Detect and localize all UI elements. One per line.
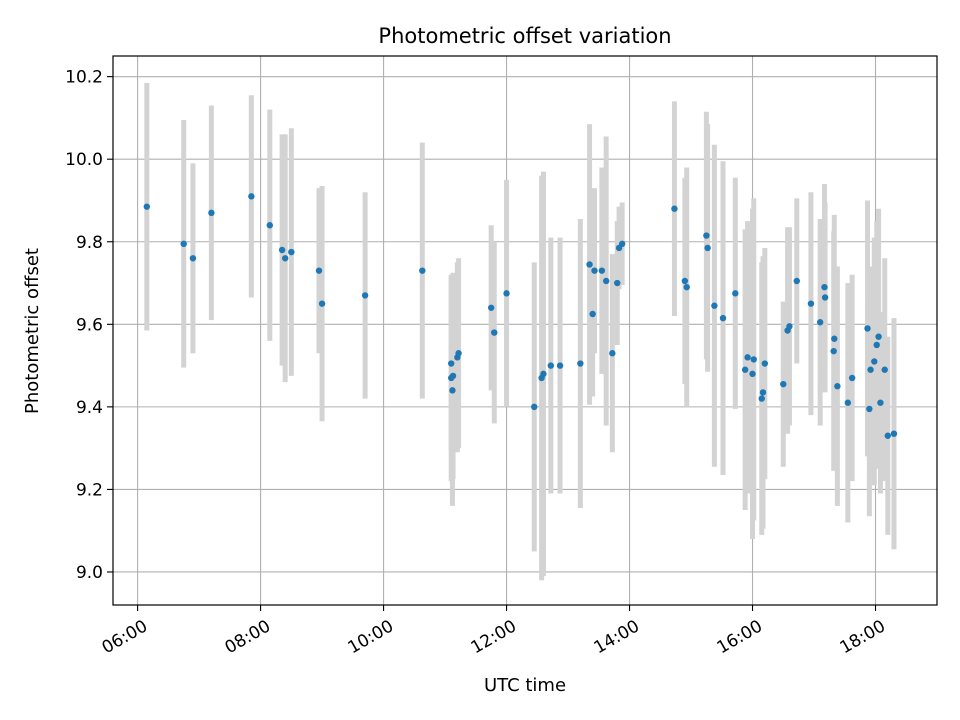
- data-point: [683, 283, 690, 291]
- chart-title: Photometric offset variation: [378, 24, 671, 48]
- data-point: [821, 283, 828, 291]
- data-point: [278, 246, 286, 254]
- data-point: [704, 244, 711, 252]
- data-point: [361, 292, 369, 299]
- data-point: [741, 366, 749, 373]
- data-point: [744, 354, 751, 361]
- data-point: [681, 277, 689, 285]
- data-point: [884, 432, 892, 439]
- data-point: [248, 193, 255, 200]
- y-tick-label: 10.2: [65, 68, 103, 88]
- data-point: [873, 341, 880, 349]
- data-point: [586, 261, 593, 268]
- data-points: [143, 193, 898, 439]
- data-point: [866, 405, 873, 413]
- data-point: [871, 358, 878, 365]
- data-point: [577, 360, 584, 367]
- data-point: [749, 370, 756, 378]
- data-point: [821, 294, 829, 301]
- data-point: [711, 302, 718, 309]
- data-point: [848, 374, 856, 382]
- data-point: [793, 277, 800, 285]
- data-point: [786, 323, 793, 330]
- data-point: [609, 350, 616, 357]
- y-tick-label: 9.8: [76, 233, 103, 253]
- data-point: [589, 310, 596, 318]
- y-tick-label: 9.0: [76, 563, 103, 583]
- data-point: [315, 267, 323, 274]
- data-point: [143, 203, 151, 210]
- data-point: [180, 240, 187, 248]
- data-point: [807, 300, 815, 307]
- data-point: [281, 255, 289, 262]
- data-point: [491, 329, 498, 336]
- data-point: [877, 399, 884, 406]
- data-point: [703, 232, 710, 239]
- data-point: [816, 319, 824, 326]
- data-point: [732, 290, 739, 297]
- data-point: [591, 267, 598, 274]
- data-point: [758, 395, 765, 402]
- data-point: [614, 279, 621, 287]
- data-point: [540, 370, 547, 378]
- data-point: [618, 240, 626, 248]
- data-point: [671, 205, 678, 212]
- data-point: [455, 350, 462, 357]
- data-point: [266, 222, 274, 229]
- data-point: [831, 335, 838, 342]
- data-point: [531, 403, 538, 411]
- y-tick-label: 10.0: [65, 150, 103, 170]
- data-point: [864, 325, 871, 332]
- data-point: [503, 290, 510, 297]
- data-point: [761, 360, 769, 367]
- data-point: [487, 304, 495, 311]
- y-tick-label: 9.4: [76, 398, 103, 418]
- data-point: [834, 383, 841, 390]
- y-tick-label: 9.2: [76, 480, 103, 500]
- data-point: [844, 399, 852, 406]
- data-point: [189, 255, 197, 262]
- data-point: [875, 333, 882, 340]
- data-point: [318, 300, 326, 307]
- data-point: [780, 380, 787, 388]
- data-point: [890, 430, 898, 437]
- data-point: [449, 387, 456, 394]
- y-axis-label: Photometric offset: [22, 248, 43, 414]
- data-point: [867, 366, 874, 373]
- y-tick-label: 9.6: [76, 315, 103, 335]
- data-point: [449, 372, 457, 380]
- data-point: [419, 267, 426, 274]
- data-point: [547, 362, 555, 369]
- data-point: [602, 277, 610, 285]
- x-axis-label: UTC time: [484, 675, 566, 696]
- plot-frame: [112, 55, 938, 606]
- data-point: [556, 362, 564, 369]
- data-point: [598, 267, 606, 274]
- data-point: [830, 347, 837, 355]
- data-point: [881, 366, 888, 373]
- data-point: [288, 248, 295, 256]
- data-point: [750, 356, 757, 363]
- data-point: [719, 314, 727, 322]
- data-point: [759, 389, 767, 396]
- data-point: [208, 209, 215, 217]
- data-point: [448, 360, 455, 367]
- y-axis: 9.0 9.2 9.4 9.6 9.8 10.0 10.2: [65, 68, 113, 583]
